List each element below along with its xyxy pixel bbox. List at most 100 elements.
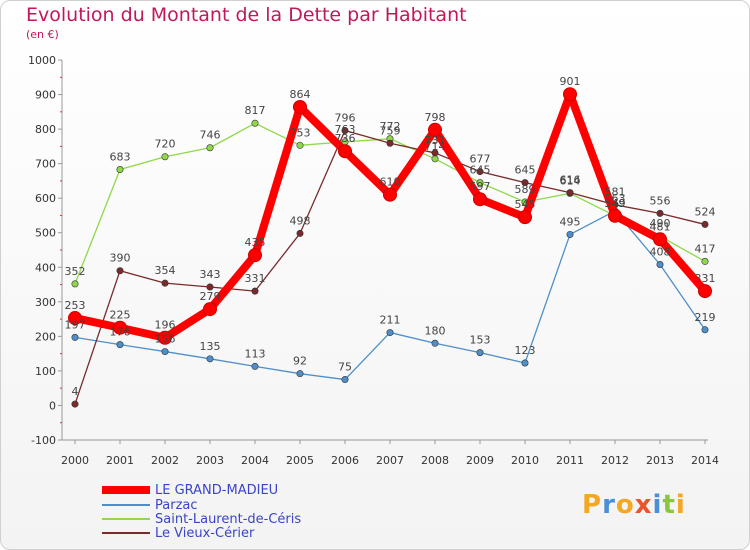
x-tick-label: 2001 (106, 454, 134, 467)
y-tick-label: -100 (31, 434, 56, 447)
data-point (608, 208, 622, 223)
data-point (341, 126, 349, 134)
data-label: 279 (200, 290, 221, 303)
data-label: 683 (110, 151, 131, 164)
data-point (293, 99, 307, 114)
data-label: 180 (425, 324, 446, 337)
data-point (251, 287, 259, 295)
data-label: 524 (695, 205, 716, 218)
logo-letter: x (634, 490, 653, 520)
data-label: 123 (515, 344, 536, 357)
data-label: 495 (560, 215, 581, 228)
data-label: 763 (335, 123, 356, 136)
data-label: 197 (65, 318, 86, 331)
data-point (386, 139, 394, 147)
data-point (698, 284, 712, 299)
logo-letter: P (582, 490, 603, 520)
logo-letter: o (615, 490, 635, 520)
x-tick-label: 2007 (376, 454, 404, 467)
data-label: 253 (65, 299, 86, 312)
data-point (701, 220, 709, 228)
data-label: 549 (605, 197, 626, 210)
y-tick-label: 700 (35, 158, 56, 171)
data-label: 343 (200, 268, 221, 281)
y-tick-label: 600 (35, 192, 56, 205)
data-label: 481 (650, 220, 671, 233)
data-label: 219 (695, 311, 716, 324)
data-label: 731 (425, 134, 446, 147)
data-point (383, 187, 397, 202)
data-label: 135 (200, 340, 221, 353)
data-point (656, 261, 664, 269)
data-label: 153 (470, 334, 491, 347)
y-tick-label: 800 (35, 123, 56, 136)
x-tick-label: 2003 (196, 454, 224, 467)
data-point (116, 267, 124, 275)
data-point (71, 333, 79, 341)
data-label: 331 (245, 272, 266, 285)
chart-title: Evolution du Montant de la Dette par Hab… (26, 4, 467, 26)
data-point (206, 144, 214, 152)
data-label: 616 (560, 174, 581, 187)
data-point (656, 209, 664, 217)
x-tick-label: 2010 (511, 454, 539, 467)
data-label: 490 (650, 217, 671, 230)
data-label: 563 (605, 192, 626, 205)
data-label: 753 (290, 126, 311, 139)
data-label: 211 (380, 314, 401, 327)
data-label: 354 (155, 264, 176, 277)
x-tick-label: 2000 (61, 454, 89, 467)
series-line-1 (74, 210, 706, 381)
data-label: 614 (560, 174, 581, 187)
data-label: 645 (470, 164, 491, 177)
data-label: 417 (695, 242, 716, 255)
data-point (68, 311, 82, 326)
y-tick-label: 300 (35, 296, 56, 309)
data-point (161, 279, 169, 287)
data-label: 435 (245, 236, 266, 249)
data-point (521, 179, 529, 187)
data-point (653, 232, 667, 247)
data-point (431, 149, 439, 157)
y-tick-label: 1000 (28, 54, 56, 67)
chart-unit: (en €) (26, 28, 59, 41)
series-layer (68, 87, 712, 408)
data-point (71, 280, 79, 288)
x-tick-label: 2014 (691, 454, 719, 467)
data-point (206, 283, 214, 291)
data-point (428, 122, 442, 137)
data-point (116, 166, 124, 174)
data-label: 92 (293, 355, 307, 368)
data-label: 390 (110, 252, 131, 265)
data-label: 4 (72, 385, 79, 398)
data-point (476, 349, 484, 357)
data-point (113, 320, 127, 335)
data-point (386, 329, 394, 337)
logo-letter: r (602, 490, 616, 520)
data-label: 225 (110, 309, 131, 322)
data-point (476, 168, 484, 176)
data-point (566, 189, 574, 197)
x-tick-label: 2011 (556, 454, 584, 467)
data-label: 864 (290, 88, 311, 101)
x-tick-label: 2009 (466, 454, 494, 467)
data-label: 597 (470, 180, 491, 193)
data-point (521, 359, 529, 367)
data-labels-layer: 253 225 196 279 435 864 736 610 798 597 545 901 549 4… (65, 75, 716, 398)
data-point (431, 339, 439, 347)
data-label: 331 (695, 272, 716, 285)
data-label: 498 (290, 214, 311, 227)
data-label: 610 (380, 176, 401, 189)
data-point (701, 326, 709, 334)
data-label: 736 (335, 132, 356, 145)
data-point (296, 370, 304, 378)
data-label: 645 (515, 164, 536, 177)
legend-label: Parzac (155, 498, 198, 513)
legend: LE GRAND-MADIEUParzacSaint-Laurent-de-Cé… (102, 483, 301, 541)
x-tick-label: 2013 (646, 454, 674, 467)
data-label: 196 (155, 319, 176, 332)
data-label: 746 (200, 129, 221, 142)
data-label: 75 (338, 361, 352, 374)
